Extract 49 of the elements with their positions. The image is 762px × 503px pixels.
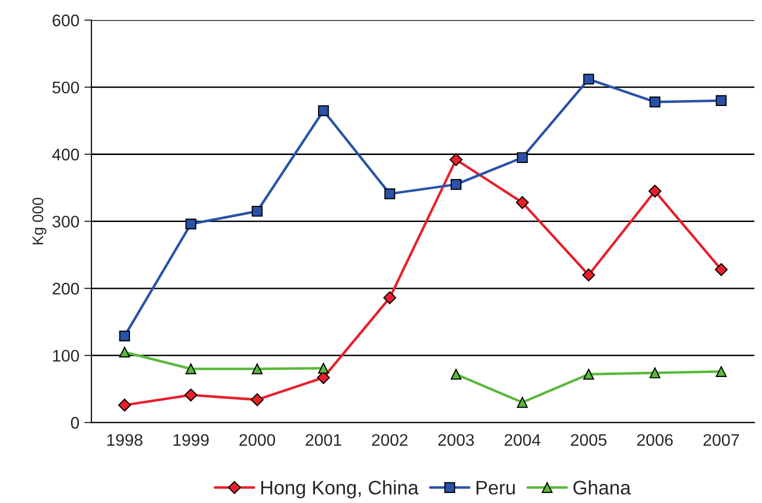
legend-label: Ghana [573, 480, 631, 495]
y-tick-label: 500 [52, 82, 79, 94]
point [250, 393, 264, 406]
y-tick-label: 400 [52, 148, 79, 160]
x-tick-label: 2002 [372, 434, 408, 446]
x-tick-label: 2001 [306, 434, 342, 446]
point [516, 396, 528, 408]
x-tick-label: 2006 [637, 434, 673, 446]
x-tick-label: 2000 [239, 434, 276, 446]
point [650, 96, 660, 108]
point [716, 95, 727, 106]
point [185, 218, 196, 230]
y-tick-label: 300 [52, 216, 79, 228]
x-tick-label: 2003 [438, 434, 474, 446]
point [450, 368, 462, 380]
x-tick-label: 2007 [704, 434, 739, 446]
y-tick-label: 200 [52, 282, 79, 295]
point [516, 196, 529, 209]
y-tick-label: 0 [71, 416, 79, 429]
point [650, 367, 660, 378]
point [384, 188, 396, 200]
point [383, 291, 396, 304]
y-tick-label: 100 [53, 350, 79, 362]
point [450, 153, 463, 166]
x-tick-label: 1998 [107, 434, 142, 446]
point [583, 74, 594, 85]
point [252, 206, 263, 217]
point [648, 184, 662, 198]
point [582, 268, 596, 282]
legend-label: Hong Kong, China [261, 480, 419, 498]
point [716, 366, 727, 377]
point [583, 368, 594, 380]
point [252, 363, 263, 374]
point [119, 346, 130, 358]
point [184, 388, 198, 402]
point [185, 363, 196, 374]
point [714, 263, 728, 276]
point [450, 179, 462, 190]
x-tick-label: 2004 [504, 434, 540, 446]
y-tick-label: 600 [52, 14, 79, 26]
y-axis-title: Kg 000 [32, 198, 46, 244]
point [318, 105, 329, 116]
point [516, 152, 528, 164]
x-tick-label: 1999 [174, 434, 209, 446]
point [318, 362, 329, 374]
x-tick-label: 2005 [570, 434, 606, 446]
point [118, 398, 132, 412]
point [119, 330, 130, 342]
legend-label: Peru [476, 480, 515, 495]
